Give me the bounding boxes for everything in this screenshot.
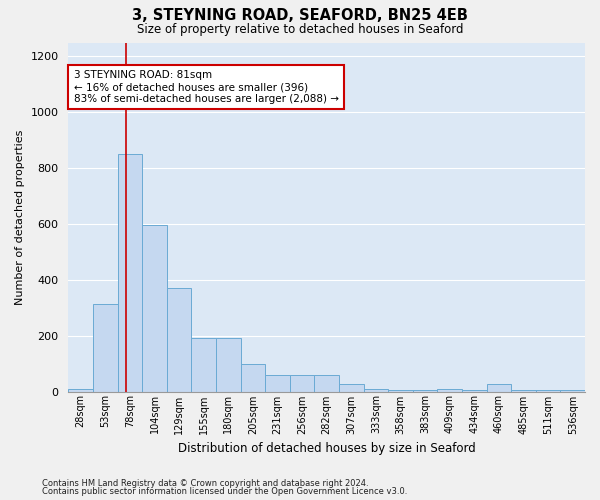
X-axis label: Distribution of detached houses by size in Seaford: Distribution of detached houses by size …	[178, 442, 476, 455]
Bar	[68, 390, 93, 392]
Bar	[560, 390, 585, 392]
Y-axis label: Number of detached properties: Number of detached properties	[15, 130, 25, 304]
Bar	[437, 390, 462, 392]
Bar	[413, 390, 437, 392]
Text: 3, STEYNING ROAD, SEAFORD, BN25 4EB: 3, STEYNING ROAD, SEAFORD, BN25 4EB	[132, 8, 468, 22]
Text: Size of property relative to detached houses in Seaford: Size of property relative to detached ho…	[137, 22, 463, 36]
Bar	[290, 376, 314, 392]
Bar	[511, 390, 536, 392]
Bar	[339, 384, 364, 392]
Bar	[462, 390, 487, 392]
Bar	[241, 364, 265, 392]
Text: Contains public sector information licensed under the Open Government Licence v3: Contains public sector information licen…	[42, 487, 407, 496]
Bar	[167, 288, 191, 392]
Bar	[314, 376, 339, 392]
Bar	[388, 390, 413, 392]
Bar	[536, 390, 560, 392]
Bar	[142, 226, 167, 392]
Bar	[216, 338, 241, 392]
Bar	[191, 338, 216, 392]
Bar	[265, 376, 290, 392]
Bar	[487, 384, 511, 392]
Bar	[364, 390, 388, 392]
Text: Contains HM Land Registry data © Crown copyright and database right 2024.: Contains HM Land Registry data © Crown c…	[42, 478, 368, 488]
Text: 3 STEYNING ROAD: 81sqm
← 16% of detached houses are smaller (396)
83% of semi-de: 3 STEYNING ROAD: 81sqm ← 16% of detached…	[74, 70, 338, 104]
Bar	[118, 154, 142, 392]
Bar	[93, 304, 118, 392]
